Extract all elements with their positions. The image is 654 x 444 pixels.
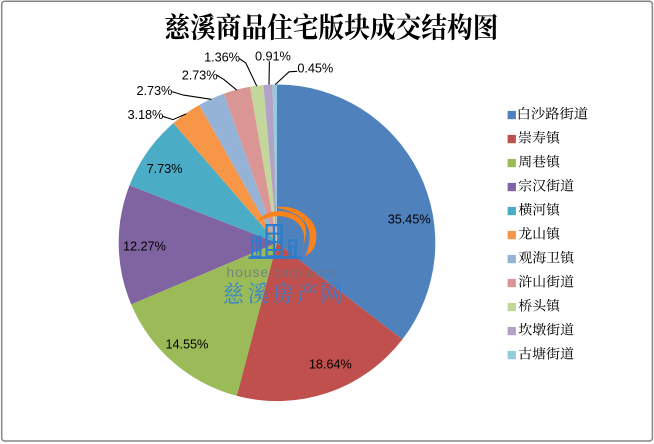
svg-text:35.45%: 35.45% <box>388 212 431 227</box>
svg-text:house.zxip.com: house.zxip.com <box>226 264 336 280</box>
svg-text:0.45%: 0.45% <box>297 61 333 76</box>
svg-text:7.73%: 7.73% <box>147 161 183 176</box>
svg-text:12.27%: 12.27% <box>123 239 166 254</box>
svg-text:14.55%: 14.55% <box>165 336 208 351</box>
svg-text:18.64%: 18.64% <box>309 357 352 372</box>
svg-text:2.73%: 2.73% <box>182 67 218 82</box>
svg-text:3.18%: 3.18% <box>128 107 164 122</box>
svg-text:2.73%: 2.73% <box>137 83 173 98</box>
svg-text:0.91%: 0.91% <box>255 48 291 63</box>
svg-text:1.36%: 1.36% <box>204 50 240 65</box>
